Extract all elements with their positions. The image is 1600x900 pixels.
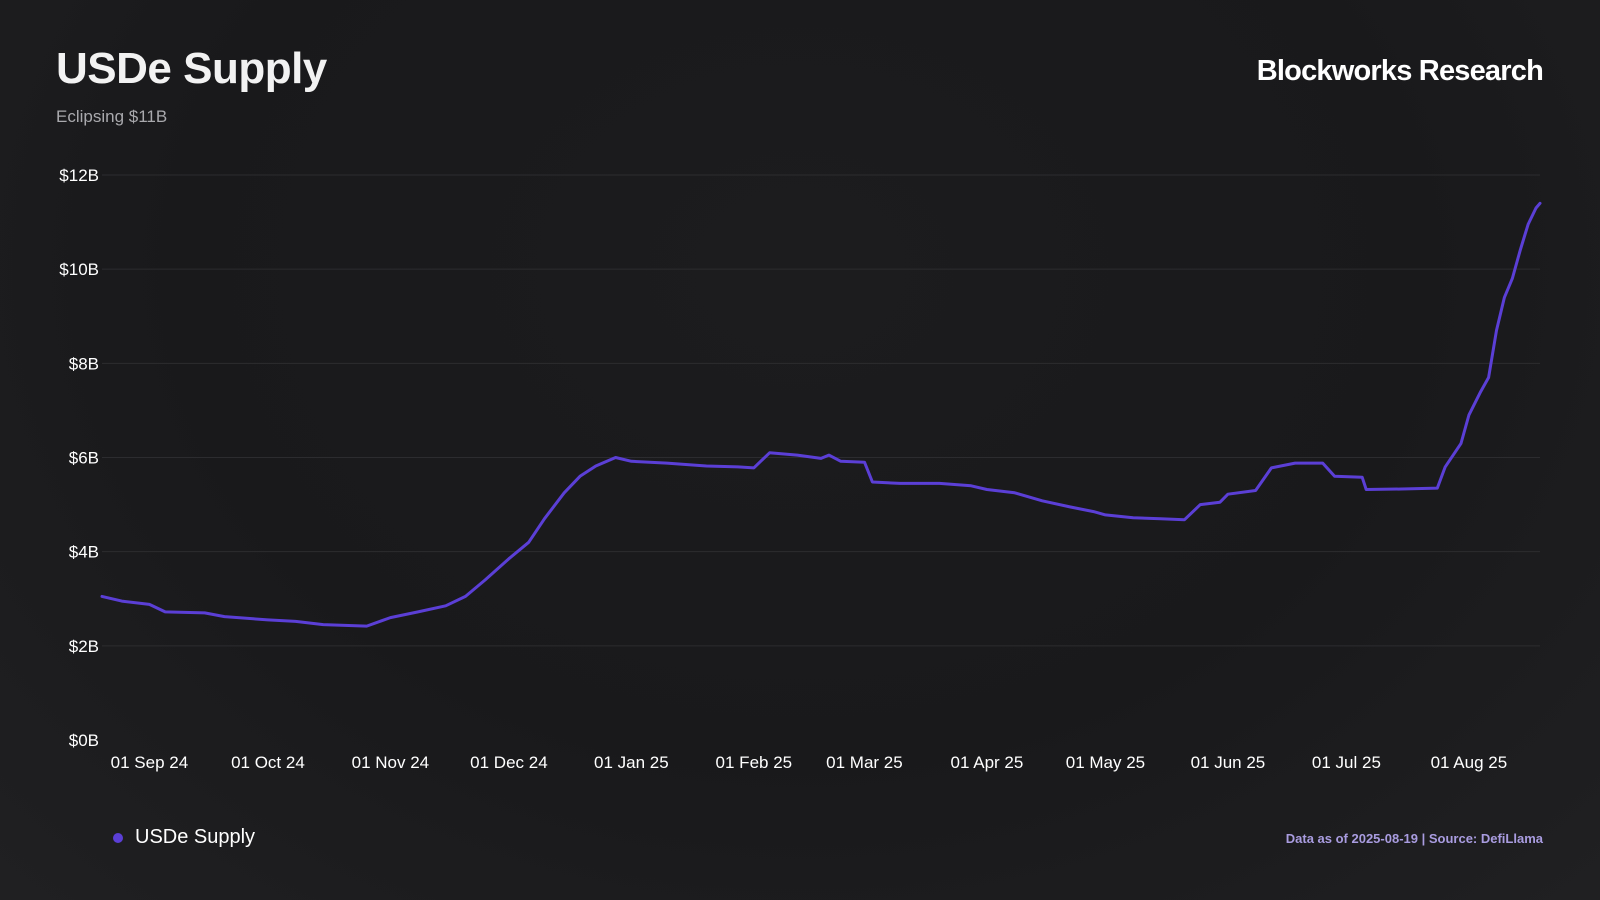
y-tick-label: $4B (69, 543, 99, 562)
x-tick-label: 01 Sep 24 (111, 753, 189, 772)
legend-label-usde-supply: USDe Supply (135, 826, 256, 848)
x-axis-ticks: 01 Sep 24 01 Oct 24 01 Nov 24 01 Dec 24 01 J… (111, 753, 1508, 772)
grid-lines (102, 174, 1540, 647)
y-tick-label: $12B (59, 166, 99, 185)
y-tick-label: $6B (69, 449, 99, 468)
chart-title: USDe Supply (56, 44, 327, 93)
y-tick-label: $8B (69, 354, 99, 373)
series-layer (100, 201, 1542, 628)
y-tick-label: $10B (59, 260, 99, 279)
brand-logo-text: Blockworks Research (1256, 55, 1544, 87)
x-tick-label: 01 Dec 24 (470, 753, 548, 772)
y-axis-ticks: $0B $2B $4B $6B $8B $10B $12B (59, 166, 99, 750)
x-tick-label: 01 May 25 (1066, 753, 1145, 772)
x-tick-label: 01 Nov 24 (352, 753, 430, 772)
x-tick-label: 01 Feb 25 (716, 753, 793, 772)
series-line-usde-supply (100, 201, 1542, 628)
x-tick-label: 01 Mar 25 (826, 753, 903, 772)
x-tick-label: 01 Jun 25 (1191, 753, 1266, 772)
x-tick-label: 01 Aug 25 (1431, 753, 1508, 772)
x-tick-label: 01 Jan 25 (594, 753, 669, 772)
x-tick-label: 01 Oct 24 (231, 753, 305, 772)
x-tick-label: 01 Apr 25 (951, 753, 1024, 772)
chart-subtitle: Eclipsing $11B (56, 107, 168, 126)
legend: USDe Supply (113, 826, 255, 849)
source-note: Data as of 2025-08-19 | Source: DefiLlam… (1285, 831, 1543, 846)
legend-marker-usde-supply (113, 832, 123, 843)
x-tick-label: 01 Jul 25 (1312, 753, 1381, 772)
y-tick-label: $0B (69, 731, 99, 750)
y-tick-label: $2B (69, 637, 99, 656)
